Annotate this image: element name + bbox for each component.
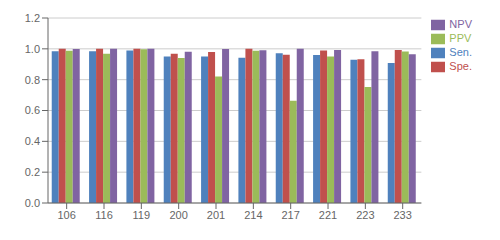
html-text:Spe.: Spe. xyxy=(449,60,472,73)
svg-text:119: 119 xyxy=(133,209,151,221)
svg-text:0.0: 0.0 xyxy=(25,197,40,209)
svg-text:214: 214 xyxy=(244,209,262,221)
svg-text:233: 233 xyxy=(394,209,412,221)
html-text:Sen.: Sen. xyxy=(449,46,472,59)
svg-text:0.6: 0.6 xyxy=(25,104,40,116)
svg-text:106: 106 xyxy=(57,209,75,221)
svg-text:0.2: 0.2 xyxy=(25,166,40,178)
html-text:NPV: NPV xyxy=(449,18,472,30)
svg-text:217: 217 xyxy=(282,209,300,221)
html-text:PPV: PPV xyxy=(449,32,472,45)
svg-text:116: 116 xyxy=(95,209,113,221)
svg-text:221: 221 xyxy=(319,209,337,221)
svg-text:223: 223 xyxy=(356,209,374,221)
svg-text:0.4: 0.4 xyxy=(25,135,40,147)
svg-text:1.2: 1.2 xyxy=(25,12,40,24)
svg-text:201: 201 xyxy=(207,209,225,221)
svg-text:200: 200 xyxy=(169,209,187,221)
svg-text:1.0: 1.0 xyxy=(25,43,40,55)
svg-text:0.8: 0.8 xyxy=(25,74,40,86)
